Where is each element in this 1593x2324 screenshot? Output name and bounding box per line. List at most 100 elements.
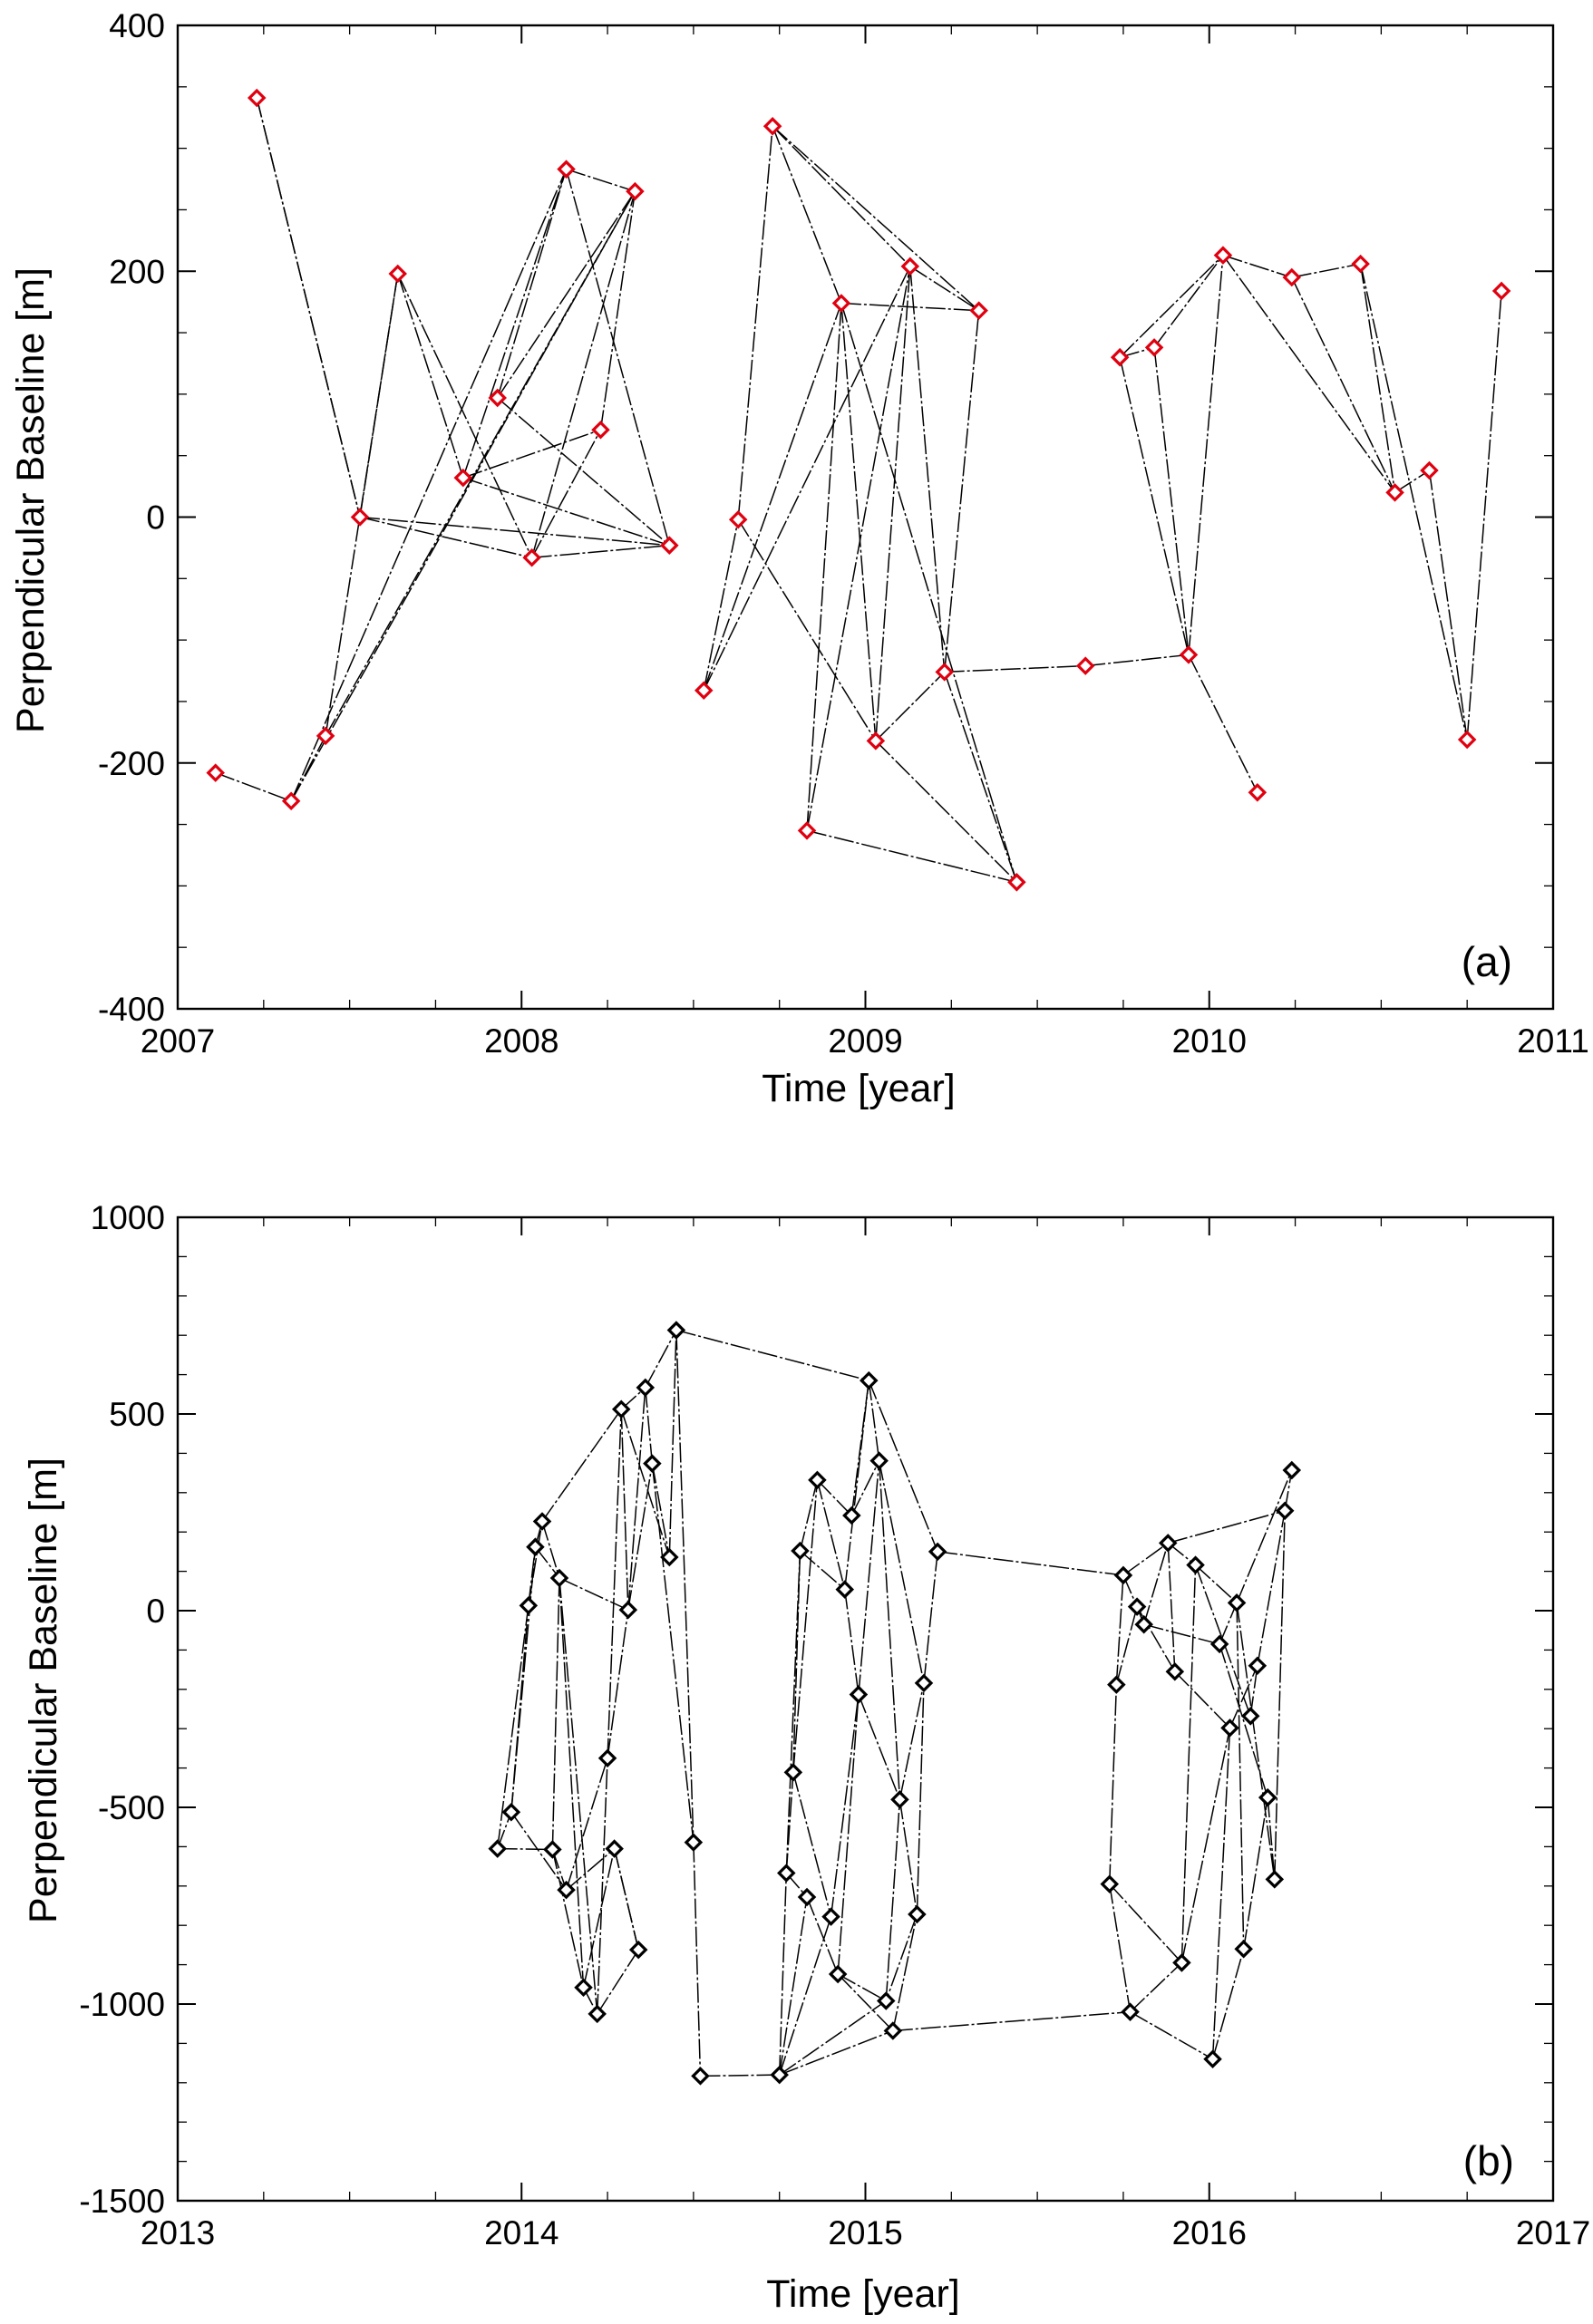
chart-a-interferogram-edge: [1119, 357, 1190, 655]
chart-b-acquisition-point: [1134, 1614, 1153, 1634]
chart-b-acquisition-point: [628, 1940, 648, 1960]
chart-b-interferogram-edge: [1180, 1564, 1197, 1963]
chart-b-interferogram-edge: [1130, 1961, 1182, 2013]
chart-a-interferogram-edge: [944, 664, 1086, 673]
chart-b-interferogram-edge: [551, 1849, 585, 1988]
chart-a-interferogram-edge: [840, 302, 979, 312]
chart-a-interferogram-edge: [772, 125, 911, 267]
chart-a-y-axis-label: Perpendicular Baseline [m]: [9, 267, 53, 733]
chart-b-interferogram-edge: [816, 1479, 852, 1516]
chart-a-interferogram-edge: [703, 266, 911, 692]
chart-b-interferogram-edge: [850, 1460, 880, 1516]
chart-a-x-tick-label: 2011: [1517, 1022, 1589, 1060]
chart-b-acquisition-point: [1186, 1555, 1205, 1574]
chart-a-x-tick-label: 2010: [1172, 1022, 1247, 1060]
chart-b-interferogram-edge: [892, 1913, 918, 2031]
chart-b-x-tick-label: 2015: [828, 2214, 902, 2251]
chart-b-interferogram-edge: [613, 1848, 639, 1951]
chart-b-interferogram-edge: [844, 1589, 860, 1695]
chart-b-interferogram-edge: [597, 1949, 639, 2015]
chart-b-acquisition-point: [1209, 1634, 1229, 1654]
chart-a-interferogram-edge: [496, 169, 568, 399]
chart-b-interferogram-edge: [778, 1896, 808, 2076]
chart-b-interferogram-edge: [898, 1682, 925, 1800]
chart-a-y-tick-label: -400: [98, 991, 165, 1028]
chart-a-acquisition-point: [1351, 254, 1370, 274]
chart-a-acquisition-point: [866, 731, 886, 750]
chart-a-interferogram-edge: [909, 266, 946, 673]
chart-b-interferogram-edge: [799, 1479, 819, 1552]
chart-a-y-tick-label: 400: [109, 7, 165, 44]
chart-a-interferogram-edge: [462, 477, 670, 547]
chart-b-acquisition-point: [777, 1864, 796, 1883]
chart-b-acquisition-point: [691, 2067, 710, 2086]
chart-a-plot-frame: [176, 24, 1555, 1011]
chart-b-acquisition-point: [597, 1748, 617, 1768]
chart-b-acquisition-point: [869, 1451, 889, 1470]
chart-a-interferogram-edge: [875, 266, 911, 741]
chart-b-interferogram-edge: [607, 1409, 622, 1758]
chart-b-interferogram-edge: [892, 2010, 1131, 2032]
chart-a-interferogram-edge: [703, 303, 842, 691]
chart-a-interferogram-edge: [1222, 255, 1396, 493]
chart-a-interferogram-edge: [806, 266, 911, 831]
chart-b-x-tick-label: 2013: [141, 2214, 215, 2251]
chart-b-acquisition-point: [1265, 1870, 1285, 1889]
chart-b-interferogram-edge: [607, 1610, 629, 1758]
chart-b-interferogram-edge: [1211, 1949, 1245, 2059]
chart-b-interferogram-edge: [1109, 1883, 1182, 1963]
chart-b-y-tick-label: 0: [146, 1593, 165, 1630]
chart-a-x-tick-label: 2009: [828, 1022, 902, 1060]
chart-a-interferogram-edge: [1359, 263, 1468, 741]
chart-a-acquisition-point: [1420, 460, 1439, 480]
chart-a-interferogram-edge: [359, 273, 399, 518]
chart-a-interferogram-edge: [944, 672, 1018, 883]
chart-b-acquisition-point: [849, 1685, 869, 1704]
chart-a-interferogram-edge: [256, 97, 361, 518]
chart-a-interferogram-edge: [566, 168, 636, 192]
chart-b-x-tick-label: 2014: [484, 2214, 559, 2251]
chart-panel-b: 2013 2014 2015 2016 2017 -1500 -1000 -500 0 500 10…: [22, 1199, 1590, 2316]
chart-a-interferogram-edge: [359, 516, 670, 547]
chart-a-acquisition-point: [763, 116, 782, 136]
chart-b-acquisition-point: [557, 1880, 576, 1900]
chart-b-x-tick-label: 2017: [1516, 2214, 1590, 2251]
chart-b-interferogram-edge: [1115, 1606, 1138, 1685]
chart-a-interferogram-edge: [737, 518, 877, 741]
chart-b-interferogram-edge: [778, 1916, 832, 2076]
chart-b-interferogram-edge: [1168, 1510, 1286, 1544]
chart-a-markers: [206, 88, 1511, 892]
chart-b-interferogram-edge: [668, 1330, 677, 1557]
chart-a-acquisition-point: [247, 88, 267, 108]
chart-b-acquisition-point: [1248, 1656, 1268, 1676]
chart-a-y-tick-label: 0: [146, 499, 165, 537]
chart-b-edges: [496, 1329, 1293, 2077]
chart-a-acquisition-point: [1491, 281, 1511, 301]
chart-b-interferogram-edge: [1219, 1643, 1268, 1798]
chart-b-acquisition-point: [660, 1547, 679, 1567]
chart-b-acquisition-point: [821, 1907, 840, 1926]
chart-b-interferogram-edge: [779, 2000, 887, 2076]
chart-b-acquisition-point: [883, 2021, 903, 2040]
chart-a-acquisition-point: [206, 763, 225, 782]
chart-b-interferogram-edge: [785, 1551, 801, 1874]
chart-b-acquisition-point: [549, 1568, 569, 1588]
chart-a-acquisition-point: [1248, 783, 1268, 802]
chart-a-interferogram-edge: [806, 303, 842, 831]
chart-b-interferogram-edge: [1229, 1665, 1258, 1728]
chart-b-markers: [488, 1321, 1302, 2086]
chart-b-x-axis-label: Time [year]: [766, 2272, 959, 2316]
chart-b-y-tick-label: 500: [109, 1396, 165, 1433]
chart-a-interferogram-edge: [772, 125, 980, 312]
chart-a-interferogram-edge: [599, 190, 636, 431]
chart-b-acquisition-point: [1275, 1501, 1295, 1521]
chart-b-acquisition-point: [928, 1542, 947, 1562]
chart-a-interferogram-edge: [1188, 255, 1224, 655]
chart-b-interferogram-edge: [551, 1577, 560, 1850]
chart-a-acquisition-point: [1179, 645, 1199, 664]
chart-a-interferogram-edge: [875, 671, 946, 741]
chart-b-interferogram-edge: [858, 1694, 901, 1800]
chart-b-interferogram-edge: [1109, 1883, 1132, 2012]
chart-b-interferogram-edge: [858, 1460, 880, 1695]
